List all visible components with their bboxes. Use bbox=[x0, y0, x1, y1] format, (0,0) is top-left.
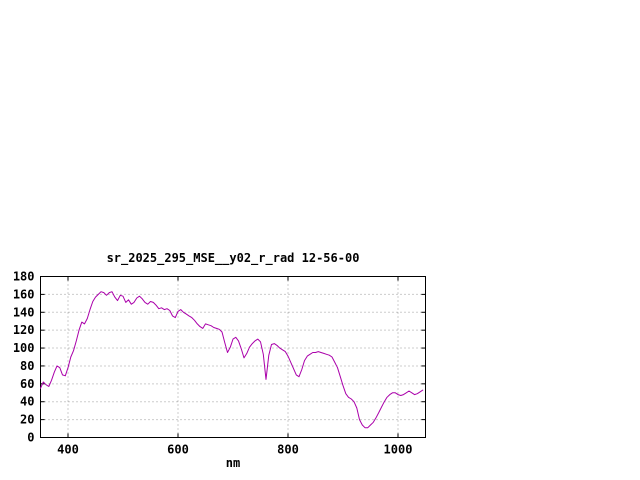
svg-text:0: 0 bbox=[27, 431, 34, 445]
svg-text:160: 160 bbox=[13, 287, 35, 301]
svg-text:40: 40 bbox=[20, 395, 34, 409]
svg-text:20: 20 bbox=[20, 413, 34, 427]
svg-text:100: 100 bbox=[13, 341, 35, 355]
svg-text:800: 800 bbox=[277, 443, 299, 457]
chart-title: sr_2025_295_MSE__y02_r_rad 12-56-00 bbox=[106, 251, 360, 265]
svg-text:400: 400 bbox=[57, 443, 79, 457]
svg-text:60: 60 bbox=[20, 377, 34, 391]
svg-text:120: 120 bbox=[13, 323, 35, 337]
svg-text:600: 600 bbox=[167, 443, 189, 457]
svg-text:1000: 1000 bbox=[384, 443, 413, 457]
svg-text:80: 80 bbox=[20, 359, 34, 373]
x-axis-label: nm bbox=[225, 456, 241, 470]
svg-text:180: 180 bbox=[13, 270, 35, 284]
svg-text:140: 140 bbox=[13, 305, 35, 319]
